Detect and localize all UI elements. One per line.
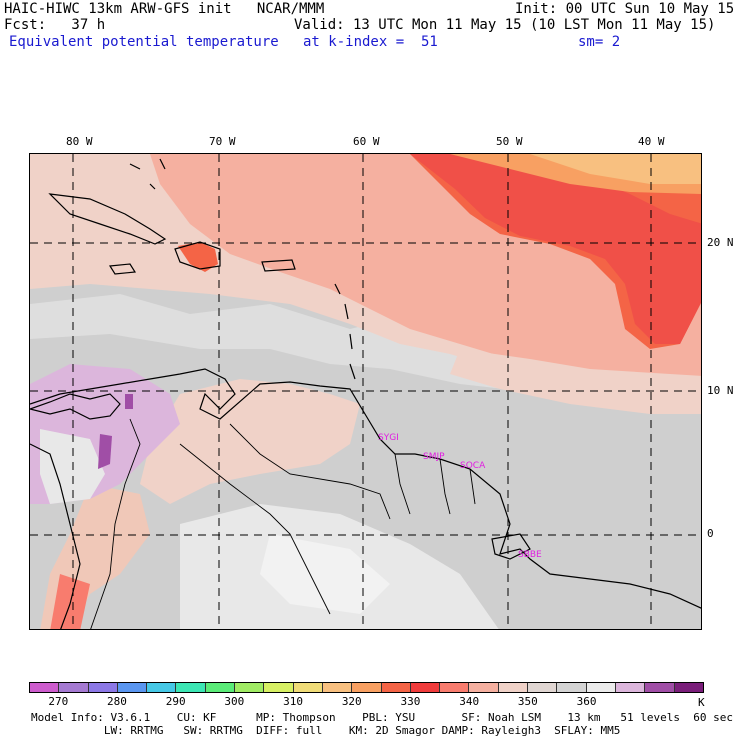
colorbar-tick-label: 290 [165,695,186,708]
site-label-soca: SOCA [460,461,486,471]
colorbar-swatch [674,683,703,692]
colorbar-tick-label: 280 [107,695,127,708]
white-patch-south [260,534,390,614]
colorbar-swatch [615,683,646,692]
dark-purple-patch-2 [125,394,133,409]
colorbar-tick-label: 320 [341,695,362,708]
map-panel: SYGI SMJP SOCA SBBE [29,153,702,630]
colorbar [29,682,704,693]
colorbar-swatch [235,683,265,692]
colorbar-swatch [88,683,118,692]
colorbar-tick-label: 350 [517,695,538,708]
colorbar-swatch [440,683,470,692]
valid-time: Valid: 13 UTC Mon 11 May 15 (10 LST Mon … [294,17,716,33]
colorbar-tick-label: 330 [400,695,421,708]
colorbar-swatch [59,683,89,692]
field-name: Equivalent potential temperature [9,34,279,50]
model-title: HAIC-HIWC 13km ARW-GFS init NCAR/MMM [4,1,325,17]
lon-label-70w: 70 W [209,135,236,148]
colorbar-tick-label: 310 [283,695,303,708]
lon-label-40w: 40 W [638,135,665,148]
hispaniola-red [178,242,218,272]
colorbar-swatch [264,683,294,692]
colorbar-tick-label: 270 [48,695,69,708]
init-time: Init: 00 UTC Sun 10 May 15 [515,1,735,17]
colorbar-swatch [645,683,675,692]
colorbar-swatch [498,683,529,692]
forecast-hour: Fcst: 37 h [4,17,106,33]
smoothing: sm= 2 [578,34,621,50]
lon-label-50w: 50 W [496,135,523,148]
coastlines [30,158,701,629]
site-label-sbbe: SBBE [518,550,542,560]
yellow-band [530,154,701,184]
colorbar-swatch [176,683,206,692]
red-band-core [410,154,701,344]
colorbar-swatch [528,683,558,692]
colorbar-swatch [469,683,499,692]
tan-band-east [450,349,701,414]
colorbar-unit: K [698,696,705,709]
dark-purple-patch [98,434,112,469]
lat-label-10n: 10 N [707,384,734,397]
lon-label-60w: 60 W [353,135,380,148]
colorbar-swatch [557,683,587,692]
lat-label-0: 0 [707,527,714,540]
colorbar-swatch [205,683,236,692]
colorbar-tick-label: 340 [459,695,480,708]
tan-land-north [140,379,360,504]
model-info-line2: LW: RRTMG SW: RRTMG DIFF: full KM: 2D Sm… [31,724,621,737]
graticule [30,154,701,629]
colorbar-swatch [117,683,148,692]
colorbar-swatch [30,683,60,692]
colorbar-swatch [293,683,323,692]
colorbar-swatch [352,683,382,692]
colorbar-swatch [410,683,441,692]
colorbar-tick-label: 300 [224,695,245,708]
lat-label-20n: 20 N [707,236,734,249]
site-label-smjp: SMJP [423,452,445,462]
colorbar-tick-label: 360 [576,695,597,708]
lon-label-80w: 80 W [66,135,93,148]
colorbar-swatch [586,683,616,692]
model-info-line1: Model Info: V3.6.1 CU: KF MP: Thompson P… [31,711,733,724]
theta-e-field [30,154,701,629]
site-label-sygi: SYGI [378,433,399,443]
level-index: at k-index = 51 [303,34,438,50]
colorbar-swatch [381,683,411,692]
colorbar-swatch [147,683,177,692]
colorbar-swatch [322,683,353,692]
